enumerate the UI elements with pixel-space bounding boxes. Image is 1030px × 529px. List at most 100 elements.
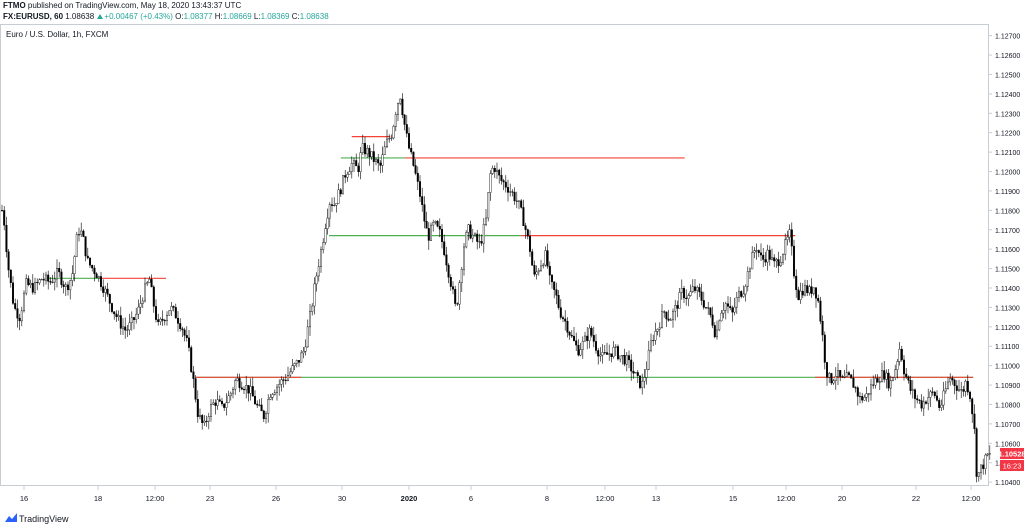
candle-body: [320, 249, 323, 267]
candle-body: [953, 379, 956, 386]
candle-body: [914, 389, 917, 399]
candle-body: [936, 395, 939, 401]
candle-body: [900, 348, 903, 361]
candle-body: [790, 229, 793, 247]
candle-body: [102, 286, 105, 293]
candle-body: [896, 361, 899, 370]
candle-body: [815, 287, 818, 299]
candle-body: [630, 359, 633, 372]
x-tick-label: 13: [652, 494, 660, 503]
candle-body: [581, 340, 584, 350]
candle-body: [447, 264, 450, 278]
candle-body: [333, 205, 336, 207]
candle-body: [196, 399, 199, 417]
candle-body: [700, 291, 703, 301]
candle-body: [104, 288, 107, 293]
candle-body: [573, 335, 576, 341]
candle-body: [764, 259, 767, 263]
symbol-info: FX:EURUSD, 60 1.08638 +0.00467 (+0.43%) …: [3, 12, 329, 21]
candle-body: [625, 355, 628, 365]
candle-body: [108, 294, 111, 304]
candle-body: [64, 284, 67, 287]
candle-body: [548, 265, 551, 276]
candle-body: [91, 265, 94, 269]
candle-body: [518, 200, 521, 202]
candle-body: [253, 395, 256, 405]
last-price: 1.08638: [65, 12, 95, 21]
y-tick-label: 1.11100: [995, 344, 1019, 351]
open-value: 1.08377: [183, 12, 213, 21]
candle-body: [691, 286, 694, 292]
price-chart[interactable]: Euro / U.S. Dollar, 1h, FXCM 1.127001.12…: [0, 24, 1030, 509]
candle-body: [408, 133, 411, 149]
candle-body: [557, 295, 560, 308]
candle-body: [165, 314, 168, 321]
candle-body: [513, 191, 516, 202]
candle-body: [694, 286, 697, 291]
candle-body: [267, 399, 270, 414]
tradingview-brand[interactable]: TradingView: [19, 514, 69, 524]
candle-body: [344, 175, 347, 178]
candle-body: [205, 420, 208, 422]
candle-body: [247, 385, 250, 394]
x-tick-label: 20: [838, 494, 846, 503]
candle-body: [837, 370, 840, 377]
candle-body: [663, 311, 666, 313]
candle-body: [568, 332, 571, 336]
candle-body: [49, 281, 52, 283]
candle-body: [911, 389, 914, 391]
candle-body: [958, 389, 961, 391]
open-label: O:: [175, 12, 184, 21]
candle-body: [86, 255, 89, 259]
candle-body: [84, 236, 87, 257]
x-tick-label: 30: [338, 494, 346, 503]
candle-body: [678, 292, 681, 309]
y-tick-label: 1.10800: [995, 402, 1020, 409]
x-tick-label: 2020: [401, 494, 418, 503]
candle-body: [212, 402, 215, 405]
candle-body: [894, 369, 897, 378]
candle-body: [126, 329, 129, 331]
candle-body: [377, 159, 380, 164]
candle-body: [852, 377, 855, 388]
candle-body: [271, 394, 274, 398]
candle-body: [159, 318, 162, 322]
candle-body: [141, 300, 144, 304]
plot-area[interactable]: [0, 24, 989, 486]
candle-body: [938, 400, 941, 408]
candle-body: [707, 307, 710, 309]
y-tick-label: 1.12300: [995, 111, 1020, 118]
candle-body: [823, 334, 826, 363]
candle-body: [905, 373, 908, 377]
candle-body: [146, 282, 149, 285]
candle-body: [405, 124, 408, 134]
candle-body: [821, 321, 824, 336]
tradingview-logo-icon[interactable]: [5, 513, 17, 523]
candle-body: [643, 377, 646, 382]
publisher-name[interactable]: FTMO: [3, 1, 26, 10]
candle-body: [403, 114, 406, 125]
candle-body: [586, 335, 589, 341]
price-axis[interactable]: 1.12700 1.12600 1.12500 1.12400 1.12300 1.122…: [988, 34, 1020, 487]
candle-body: [216, 399, 219, 406]
y-tick-label: 1.12400: [995, 92, 1020, 99]
candle-body: [36, 282, 39, 284]
candle-body: [535, 271, 538, 275]
candle-body: [269, 397, 272, 400]
candle-body: [348, 171, 351, 175]
candle-body: [430, 224, 433, 241]
candle-body: [456, 303, 459, 305]
candle-body: [687, 295, 690, 299]
candle-body: [438, 226, 441, 230]
candle-body: [828, 373, 831, 378]
candle-body: [482, 224, 485, 244]
candle-body: [23, 292, 26, 312]
candle-body: [119, 315, 122, 329]
candle-body: [110, 303, 113, 312]
candle-body: [570, 334, 573, 337]
candle-body: [192, 371, 195, 379]
candle-body: [148, 279, 151, 283]
candle-body: [493, 168, 496, 172]
candle-body: [779, 262, 782, 267]
time-axis[interactable]: 16 18 12:00 23 26 30 2020 6 8 12:00 13 15 12:00 20 22 1…: [20, 486, 981, 503]
